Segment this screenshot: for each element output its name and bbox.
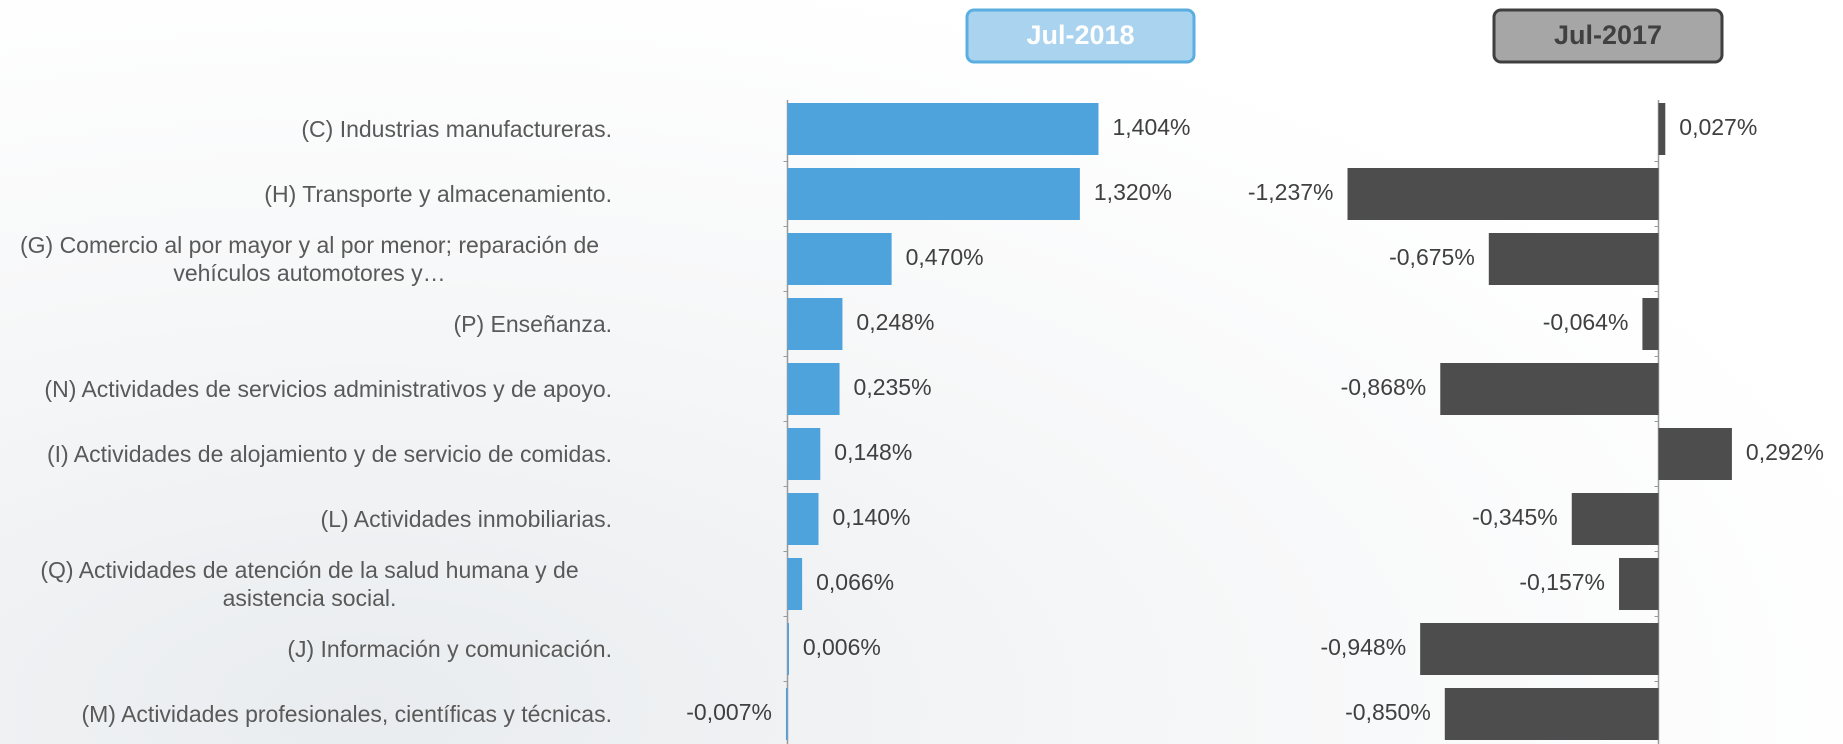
bar — [1642, 298, 1659, 350]
bar — [787, 298, 843, 350]
category-label: (P) Enseñanza. — [453, 311, 612, 337]
value-label: -0,948% — [1320, 634, 1406, 660]
value-label: 1,404% — [1113, 114, 1191, 140]
value-label: -0,868% — [1341, 374, 1427, 400]
bar — [1619, 558, 1659, 610]
category-label: (Q) Actividades de atención de la salud … — [40, 557, 579, 611]
category-label: (H) Transporte y almacenamiento. — [264, 181, 612, 207]
category-label: (L) Actividades inmobiliarias. — [320, 506, 612, 532]
value-label: -1,237% — [1248, 179, 1334, 205]
bar — [1571, 493, 1659, 545]
value-label: 0,248% — [856, 309, 934, 335]
bar — [1440, 363, 1659, 415]
category-label: (I) Actividades de alojamiento y de serv… — [46, 441, 612, 467]
value-label: 0,066% — [816, 569, 894, 595]
category-label: (J) Información y comunicación. — [287, 636, 612, 662]
bar — [1420, 623, 1659, 675]
value-label: 0,470% — [906, 244, 984, 270]
value-label: 0,148% — [834, 439, 912, 465]
value-label: -0,675% — [1389, 244, 1475, 270]
series-header: Jul-2017 — [1554, 20, 1662, 50]
value-label: 0,235% — [854, 374, 932, 400]
value-label: 0,027% — [1679, 114, 1757, 140]
category-label: (M) Actividades profesionales, científic… — [81, 701, 612, 727]
series-header: Jul-2018 — [1026, 20, 1134, 50]
value-label: 0,006% — [803, 634, 881, 660]
value-label: -0,064% — [1543, 309, 1629, 335]
bar — [787, 363, 840, 415]
category-label: (C) Industrias manufactureras. — [301, 116, 612, 142]
bar — [787, 233, 892, 285]
series-header-box — [965, 8, 1196, 64]
value-label: -0,345% — [1472, 504, 1558, 530]
bar — [1347, 168, 1659, 220]
bar — [1658, 428, 1732, 480]
bar — [787, 558, 803, 610]
category-label: (G) Comercio al por mayor y al por menor… — [19, 232, 600, 286]
value-label: -0,850% — [1345, 699, 1431, 725]
bar — [787, 623, 789, 675]
bar — [787, 103, 1099, 155]
series-header-box — [1492, 8, 1724, 64]
bar — [1444, 688, 1659, 740]
bar — [787, 493, 819, 545]
bar — [1488, 233, 1659, 285]
bar — [785, 688, 788, 740]
value-label: 0,292% — [1746, 439, 1824, 465]
value-label: -0,007% — [686, 699, 772, 725]
bar — [787, 428, 821, 480]
value-label: 0,140% — [833, 504, 911, 530]
category-label: (N) Actividades de servicios administrat… — [44, 376, 612, 402]
value-label: -0,157% — [1519, 569, 1605, 595]
bar — [1658, 103, 1666, 155]
bar — [787, 168, 1080, 220]
value-label: 1,320% — [1094, 179, 1172, 205]
